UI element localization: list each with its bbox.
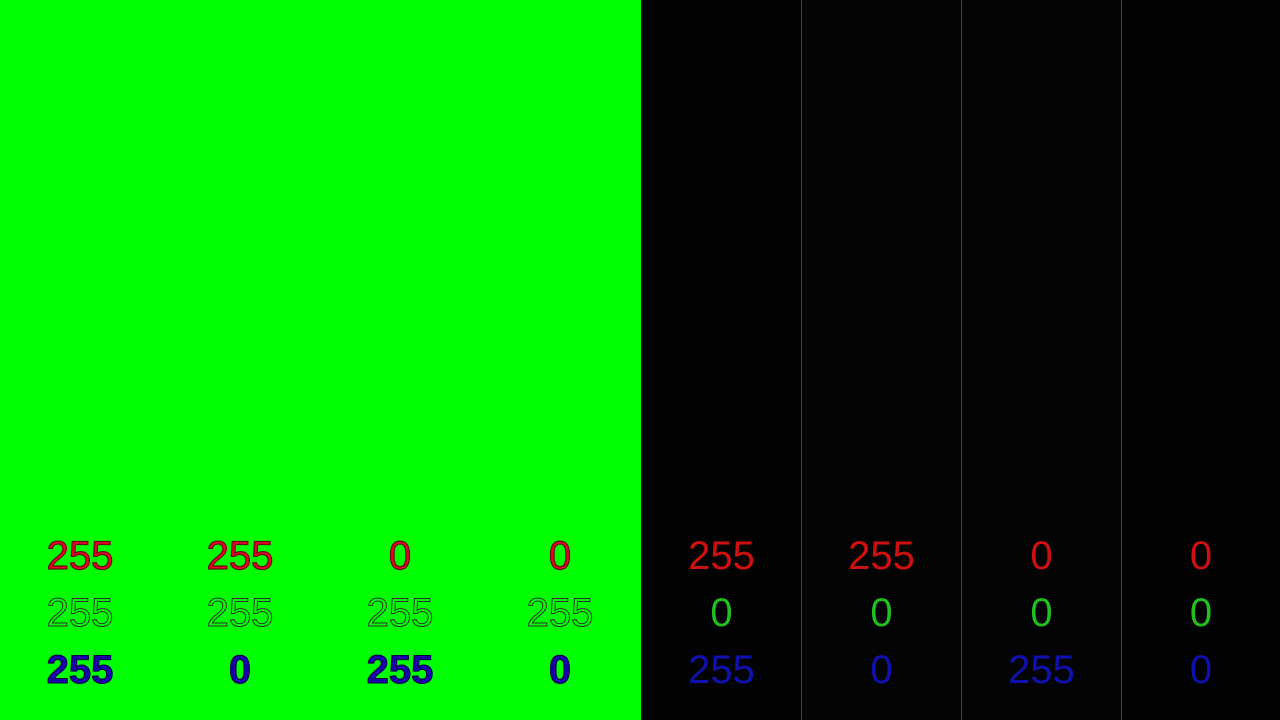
green-panel: 255 255 255 255 255 0 0 255 255 0 255 0 [0,0,641,720]
blue-value: 0 [228,648,252,693]
blue-value: 255 [688,648,755,692]
blue-value: 255 [366,648,434,693]
black-panel: 255 0 255 255 0 0 0 0 255 0 0 0 [641,0,1280,720]
green-value: 0 [870,591,893,635]
red-value: 255 [688,534,755,578]
red-value: 0 [1189,534,1213,578]
left-column-4: 0 255 0 [480,0,640,720]
red-value: 255 [848,534,915,578]
green-value: 0 [710,591,733,635]
blue-value: 255 [1008,648,1075,692]
right-column-3: 0 0 255 [961,0,1121,720]
right-column-4: 0 0 0 [1121,0,1280,720]
right-column-1: 255 0 255 [641,0,801,720]
green-value: 255 [526,591,594,636]
left-column-3: 0 255 255 [320,0,480,720]
left-column-1: 255 255 255 [0,0,160,720]
green-value: 0 [1030,591,1053,635]
green-value: 255 [206,591,274,636]
green-value: 0 [1189,591,1213,635]
red-value: 0 [388,533,412,578]
right-column-2: 255 0 0 [801,0,961,720]
green-value: 255 [46,591,114,636]
blue-value: 0 [870,648,893,692]
red-value: 255 [206,533,274,578]
blue-value: 255 [46,648,114,693]
red-value: 0 [1030,534,1053,578]
red-value: 255 [46,533,114,578]
blue-value: 0 [548,648,572,693]
red-value: 0 [548,533,572,578]
green-value: 255 [366,591,434,636]
left-column-2: 255 255 0 [160,0,320,720]
blue-value: 0 [1189,648,1213,692]
